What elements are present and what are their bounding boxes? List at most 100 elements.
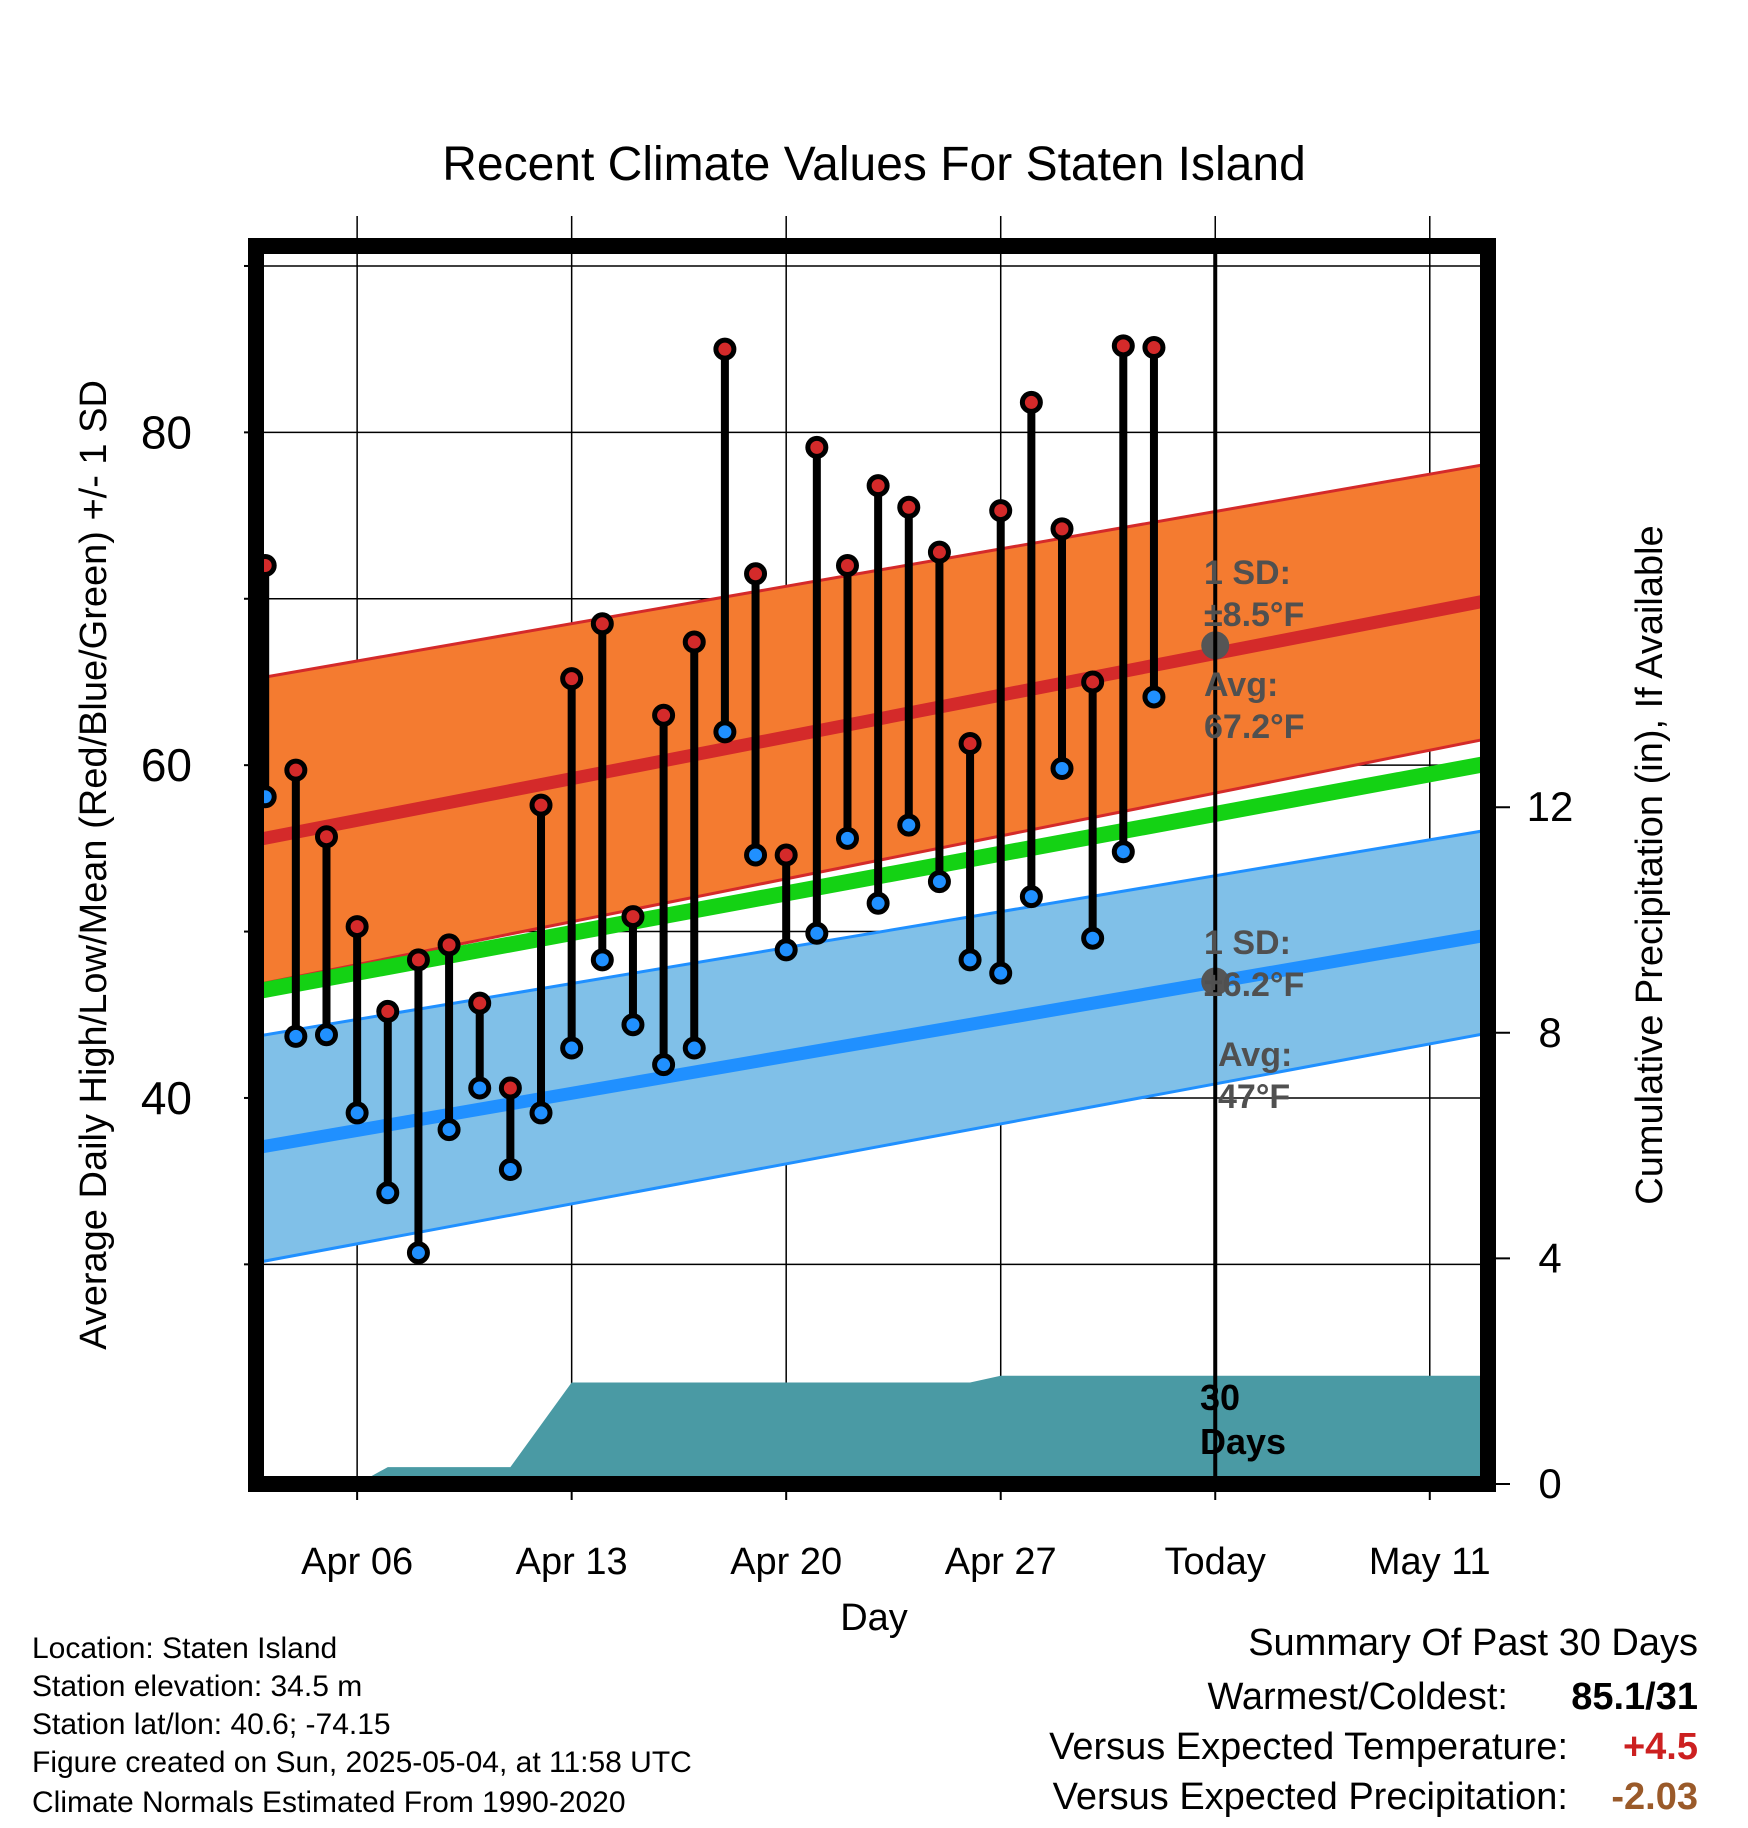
- plot-area: [256, 334, 1488, 1484]
- high-avg-value: 67.2°F: [1204, 708, 1305, 746]
- low-point: [805, 921, 829, 945]
- normal-low-line: [256, 928, 1488, 1155]
- low-point: [713, 720, 737, 744]
- high-point: [805, 435, 829, 459]
- low-point: [835, 826, 859, 850]
- high-point: [866, 474, 890, 498]
- low-point: [314, 1023, 338, 1047]
- x-tick-label: Apr 20: [730, 1541, 842, 1583]
- low-point: [1142, 685, 1166, 709]
- normal-high-line: [256, 594, 1488, 847]
- low-point: [560, 1036, 584, 1060]
- info-created: Figure created on Sun, 2025-05-04, at 11…: [32, 1746, 692, 1779]
- low-point: [1111, 840, 1135, 864]
- x-tick-label: Apr 13: [516, 1541, 628, 1583]
- high-point: [1081, 670, 1105, 694]
- high-point: [284, 758, 308, 782]
- low-point: [1019, 885, 1043, 909]
- high-point: [406, 948, 430, 972]
- high-point: [529, 793, 553, 817]
- y-left-tick-label: 80: [141, 406, 192, 458]
- high-point: [621, 905, 645, 929]
- high-point: [560, 667, 584, 691]
- low-point: [866, 891, 890, 915]
- summary-warmest-value: 85.1/31: [1571, 1676, 1698, 1718]
- low-point: [897, 813, 921, 837]
- info-latlon: Station lat/lon: 40.6; -74.15: [32, 1708, 391, 1741]
- daily-range-bars: [261, 345, 1158, 1253]
- y-axis-label-right: Cumulative Precipitation (in), If Availa…: [1629, 525, 1671, 1204]
- precip-days-number: 30: [1200, 1377, 1240, 1418]
- high-point: [498, 1076, 522, 1100]
- high-point: [1019, 390, 1043, 414]
- high-point: [468, 991, 492, 1015]
- info-elevation: Station elevation: 34.5 m: [32, 1670, 363, 1703]
- summary-warmest-label: Warmest/Coldest:: [1207, 1676, 1508, 1718]
- low-point: [529, 1101, 553, 1125]
- axis-ticks: Apr 06 Apr 13 Apr 20 Apr 27 Today May 11 40 60 8…: [141, 264, 1574, 1583]
- high-point: [897, 495, 921, 519]
- low-point: [345, 1101, 369, 1125]
- high-point: [314, 825, 338, 849]
- low-point: [498, 1158, 522, 1182]
- low-point: [652, 1053, 676, 1077]
- low-point: [284, 1024, 308, 1048]
- daily-points: [256, 334, 1166, 1265]
- summary-title: Summary Of Past 30 Days: [1248, 1622, 1698, 1664]
- x-tick-label: Today: [1165, 1541, 1266, 1583]
- y-left-tick-label: 60: [141, 739, 192, 791]
- high-point: [989, 499, 1013, 523]
- high-sd-value: ±8.5°F: [1204, 596, 1304, 634]
- summary-precip-label: Versus Expected Precipitation:: [1052, 1776, 1568, 1818]
- summary-precip-value: -2.03: [1611, 1776, 1698, 1818]
- normal-bands: [256, 462, 1488, 1265]
- high-point: [652, 703, 676, 727]
- summary-temp-label: Versus Expected Temperature:: [1049, 1726, 1568, 1768]
- low-point: [774, 938, 798, 962]
- low-point: [437, 1118, 461, 1142]
- x-tick-label: Apr 27: [945, 1541, 1057, 1583]
- y-axis-label-left: Average Daily High/Low/Mean (Red/Blue/Gr…: [73, 380, 115, 1350]
- normal-mean-line: [256, 755, 1488, 1000]
- high-avg-label: Avg:: [1204, 666, 1278, 704]
- high-point: [958, 732, 982, 756]
- low-sd-label: 1 SD:: [1204, 924, 1291, 962]
- precipitation-area: [256, 1375, 1488, 1484]
- precipitation-layer: [256, 1375, 1488, 1484]
- high-point: [1050, 517, 1074, 541]
- y-right-tick-label: 12: [1527, 783, 1574, 830]
- low-avg-value: 47°F: [1218, 1078, 1290, 1116]
- high-point: [835, 553, 859, 577]
- y-right-tick-label: 8: [1538, 1009, 1561, 1056]
- low-point: [376, 1181, 400, 1205]
- low-avg-label: Avg:: [1218, 1036, 1292, 1074]
- low-point: [468, 1076, 492, 1100]
- low-point: [989, 961, 1013, 985]
- low-point: [958, 948, 982, 972]
- high-point: [744, 562, 768, 586]
- info-normals: Climate Normals Estimated From 1990-2020: [32, 1786, 626, 1819]
- low-point: [590, 948, 614, 972]
- low-point: [406, 1241, 430, 1265]
- high-point: [590, 612, 614, 636]
- high-point: [774, 843, 798, 867]
- y-right-tick-label: 0: [1538, 1460, 1561, 1507]
- low-point: [682, 1036, 706, 1060]
- high-point: [437, 933, 461, 957]
- x-tick-label: Apr 06: [301, 1541, 413, 1583]
- y-left-tick-label: 40: [141, 1072, 192, 1124]
- low-point: [927, 870, 951, 894]
- high-point: [1111, 334, 1135, 358]
- high-point: [345, 915, 369, 939]
- low-point: [1081, 926, 1105, 950]
- x-tick-label: May 11: [1369, 1541, 1491, 1583]
- high-point: [927, 540, 951, 564]
- high-point: [376, 999, 400, 1023]
- info-location: Location: Staten Island: [32, 1632, 338, 1665]
- high-point: [682, 630, 706, 654]
- low-point: [1050, 756, 1074, 780]
- x-axis-label: Day: [840, 1597, 908, 1639]
- high-sd-label: 1 SD:: [1204, 554, 1291, 592]
- plot-frame: [248, 238, 1496, 1492]
